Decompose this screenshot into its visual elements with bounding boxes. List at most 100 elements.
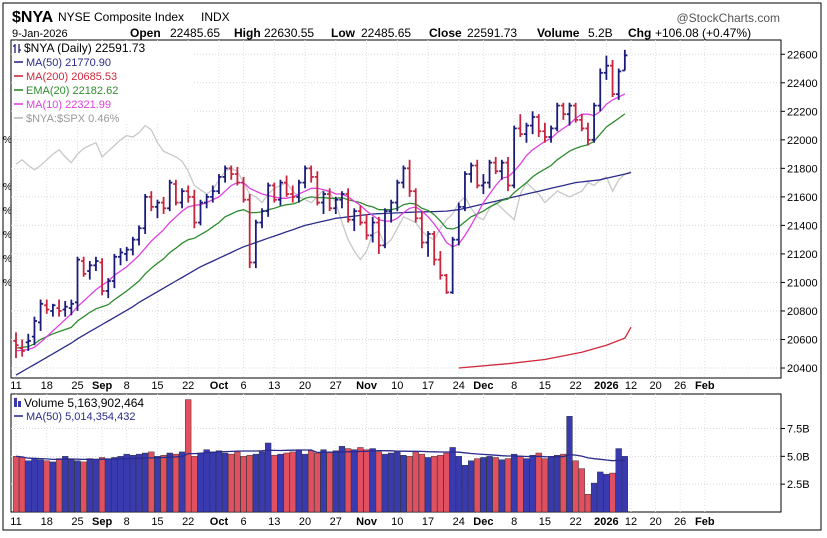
volume-ma-line bbox=[15, 449, 625, 462]
ohlc-bar bbox=[204, 194, 210, 209]
ohlc-bar bbox=[437, 251, 443, 280]
ohlc-bar bbox=[25, 333, 31, 351]
symbol-title: $NYA bbox=[12, 9, 54, 26]
ohlc-bar bbox=[351, 208, 357, 232]
ohlc-bar bbox=[185, 185, 191, 203]
ohlc-bar bbox=[560, 102, 566, 120]
volume-bar bbox=[504, 458, 512, 513]
volume-bar bbox=[154, 456, 161, 513]
close-value: 22591.73 bbox=[467, 26, 517, 40]
volume-bar bbox=[252, 453, 259, 513]
volume-bar bbox=[160, 455, 167, 513]
volume-bar bbox=[443, 452, 450, 513]
ohlc-bar bbox=[573, 102, 579, 123]
volume-bar bbox=[142, 452, 149, 513]
ohlc-bar bbox=[302, 165, 308, 189]
ohlc-bar bbox=[339, 191, 345, 209]
volume-bar bbox=[86, 458, 93, 513]
volume-bar bbox=[468, 460, 475, 513]
price-x-label: 27 bbox=[330, 380, 342, 392]
legend-ma200: MA(200) 20685.53 bbox=[26, 71, 117, 83]
volume-bar bbox=[517, 456, 524, 513]
price-x-label: 8 bbox=[511, 380, 517, 392]
ohlc-legend-icon bbox=[13, 44, 21, 53]
volume-x-label: 11 bbox=[10, 516, 21, 528]
volume-bar bbox=[547, 456, 555, 513]
volume-bar bbox=[240, 456, 247, 513]
volume-legend-icon bbox=[14, 398, 17, 407]
ohlc-bar bbox=[50, 303, 56, 317]
volume-value: 5.2B bbox=[588, 26, 613, 40]
close-label: Close bbox=[429, 26, 462, 40]
outer-frame bbox=[2, 2, 822, 531]
ohlc-bar bbox=[480, 174, 486, 195]
volume-bar bbox=[234, 451, 241, 513]
ohlc-bar bbox=[425, 231, 431, 257]
left-edge-marks: % % % % % % bbox=[3, 135, 12, 289]
legend-vol-ma: MA(50) 5,014,354,432 bbox=[26, 411, 135, 423]
volume-bar bbox=[308, 450, 315, 513]
volume-bar bbox=[12, 456, 20, 513]
ohlc-bar bbox=[357, 205, 363, 226]
volume-bar bbox=[400, 455, 407, 513]
volume-bar bbox=[295, 449, 303, 513]
left-mark-1: % bbox=[3, 135, 12, 146]
volume-x-label: 22 bbox=[182, 516, 194, 528]
ohlc-bar bbox=[154, 199, 161, 219]
ohlc-bar bbox=[240, 176, 247, 203]
ohlc-bar bbox=[474, 159, 480, 189]
volume-x-label: 15 bbox=[539, 516, 551, 528]
volume-bar bbox=[357, 447, 364, 513]
price-x-label: 15 bbox=[151, 380, 163, 392]
volume-x-label: 26 bbox=[674, 516, 686, 528]
volume-bar bbox=[277, 453, 284, 513]
ema20-line bbox=[15, 113, 626, 349]
volume-x-label: 13 bbox=[268, 516, 280, 528]
ohlc-bar bbox=[277, 179, 284, 206]
ohlc-bar bbox=[191, 189, 197, 229]
price-x-label: 10 bbox=[391, 380, 403, 392]
volume-bar bbox=[431, 456, 438, 513]
volume-x-label: 25 bbox=[71, 516, 83, 528]
ohlc-bar bbox=[117, 248, 124, 266]
legend-ema20: EMA(20) 22182.62 bbox=[26, 85, 118, 97]
volume-bar bbox=[381, 453, 389, 513]
volume-bar bbox=[172, 453, 180, 513]
volume-bar bbox=[480, 457, 487, 513]
price-x-label: 20 bbox=[299, 380, 311, 392]
volume-bar bbox=[55, 458, 63, 513]
volume-x-label: Sep bbox=[92, 516, 112, 528]
ohlc-bar bbox=[38, 299, 44, 331]
ohlc-bar bbox=[105, 278, 111, 299]
volume-bar bbox=[541, 458, 549, 513]
volume-bar bbox=[523, 458, 530, 513]
ohlc-bar bbox=[124, 246, 130, 262]
price-x-label: 20 bbox=[649, 380, 661, 392]
volume-bar bbox=[283, 452, 290, 513]
ohlc-bar bbox=[394, 179, 400, 212]
volume-bar bbox=[166, 452, 173, 513]
ohlc-bar bbox=[68, 299, 74, 316]
price-x-label: Dec bbox=[473, 380, 493, 392]
volume-bar bbox=[135, 453, 143, 513]
price-x-label: 11 bbox=[10, 380, 21, 392]
volume-ma-polyline bbox=[15, 449, 625, 462]
ohlc-bar bbox=[56, 299, 62, 317]
price-tick-label: 20800 bbox=[787, 306, 818, 318]
left-mark-4: % bbox=[3, 230, 12, 241]
volume-x-label: 27 bbox=[330, 516, 342, 528]
ohlc-bar bbox=[161, 196, 167, 214]
volume-bar bbox=[314, 452, 321, 513]
ohlc-bar bbox=[314, 171, 320, 206]
open-value: 22485.65 bbox=[170, 26, 220, 40]
ohlc-bar bbox=[44, 299, 50, 314]
volume-bar bbox=[609, 472, 616, 513]
volume-bar bbox=[105, 458, 112, 513]
volume-bar bbox=[449, 447, 456, 513]
ohlc-bar bbox=[542, 122, 548, 143]
legend-ratio: $NYA:$SPX 0.46% bbox=[26, 113, 120, 125]
volume-bar bbox=[215, 450, 223, 513]
ohlc-bar bbox=[597, 68, 603, 112]
volume-bar bbox=[338, 446, 346, 513]
volume-legend: Volume 5,163,902,464 MA(50) 5,014,354,43… bbox=[14, 396, 144, 423]
